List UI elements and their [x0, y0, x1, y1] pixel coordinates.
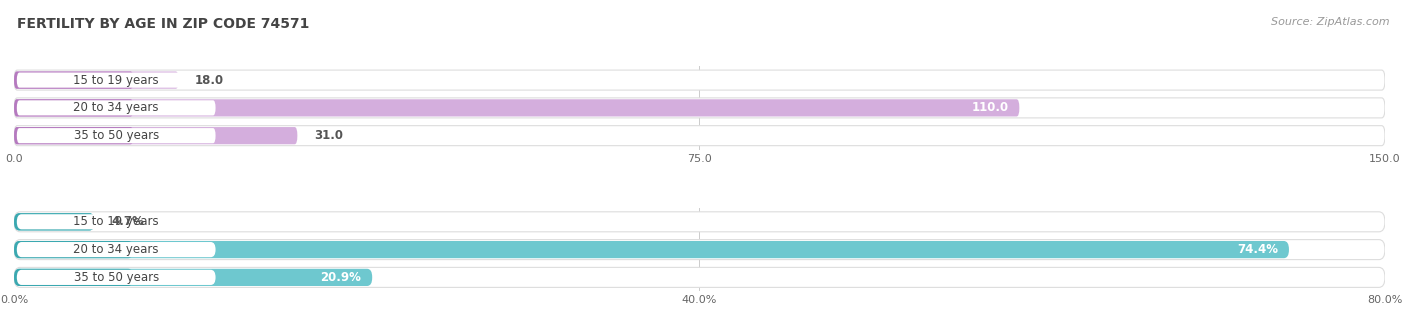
FancyBboxPatch shape — [17, 214, 215, 229]
FancyBboxPatch shape — [14, 267, 1385, 287]
FancyBboxPatch shape — [17, 128, 215, 143]
Text: 20 to 34 years: 20 to 34 years — [73, 243, 159, 256]
FancyBboxPatch shape — [14, 127, 134, 144]
Text: 35 to 50 years: 35 to 50 years — [73, 271, 159, 284]
FancyBboxPatch shape — [14, 241, 134, 258]
Text: 4.7%: 4.7% — [111, 215, 143, 228]
FancyBboxPatch shape — [14, 99, 1019, 117]
FancyBboxPatch shape — [14, 269, 134, 286]
FancyBboxPatch shape — [17, 100, 215, 116]
Text: 20 to 34 years: 20 to 34 years — [73, 101, 159, 115]
FancyBboxPatch shape — [14, 71, 179, 89]
Text: 18.0: 18.0 — [195, 73, 224, 87]
Text: 31.0: 31.0 — [314, 129, 343, 142]
FancyBboxPatch shape — [14, 99, 134, 117]
FancyBboxPatch shape — [14, 127, 298, 144]
Text: 74.4%: 74.4% — [1237, 243, 1278, 256]
FancyBboxPatch shape — [14, 213, 94, 230]
FancyBboxPatch shape — [17, 242, 215, 257]
FancyBboxPatch shape — [14, 212, 1385, 232]
FancyBboxPatch shape — [14, 71, 134, 89]
FancyBboxPatch shape — [14, 213, 94, 230]
Text: 35 to 50 years: 35 to 50 years — [73, 129, 159, 142]
FancyBboxPatch shape — [14, 241, 1289, 258]
FancyBboxPatch shape — [17, 72, 215, 88]
FancyBboxPatch shape — [14, 126, 1385, 146]
FancyBboxPatch shape — [14, 240, 1385, 260]
FancyBboxPatch shape — [17, 270, 215, 285]
Text: 110.0: 110.0 — [972, 101, 1008, 115]
Text: Source: ZipAtlas.com: Source: ZipAtlas.com — [1271, 17, 1389, 26]
Text: 15 to 19 years: 15 to 19 years — [73, 73, 159, 87]
FancyBboxPatch shape — [14, 269, 373, 286]
Text: FERTILITY BY AGE IN ZIP CODE 74571: FERTILITY BY AGE IN ZIP CODE 74571 — [17, 17, 309, 30]
Text: 20.9%: 20.9% — [321, 271, 361, 284]
Text: 15 to 19 years: 15 to 19 years — [73, 215, 159, 228]
FancyBboxPatch shape — [14, 98, 1385, 118]
FancyBboxPatch shape — [14, 70, 1385, 90]
